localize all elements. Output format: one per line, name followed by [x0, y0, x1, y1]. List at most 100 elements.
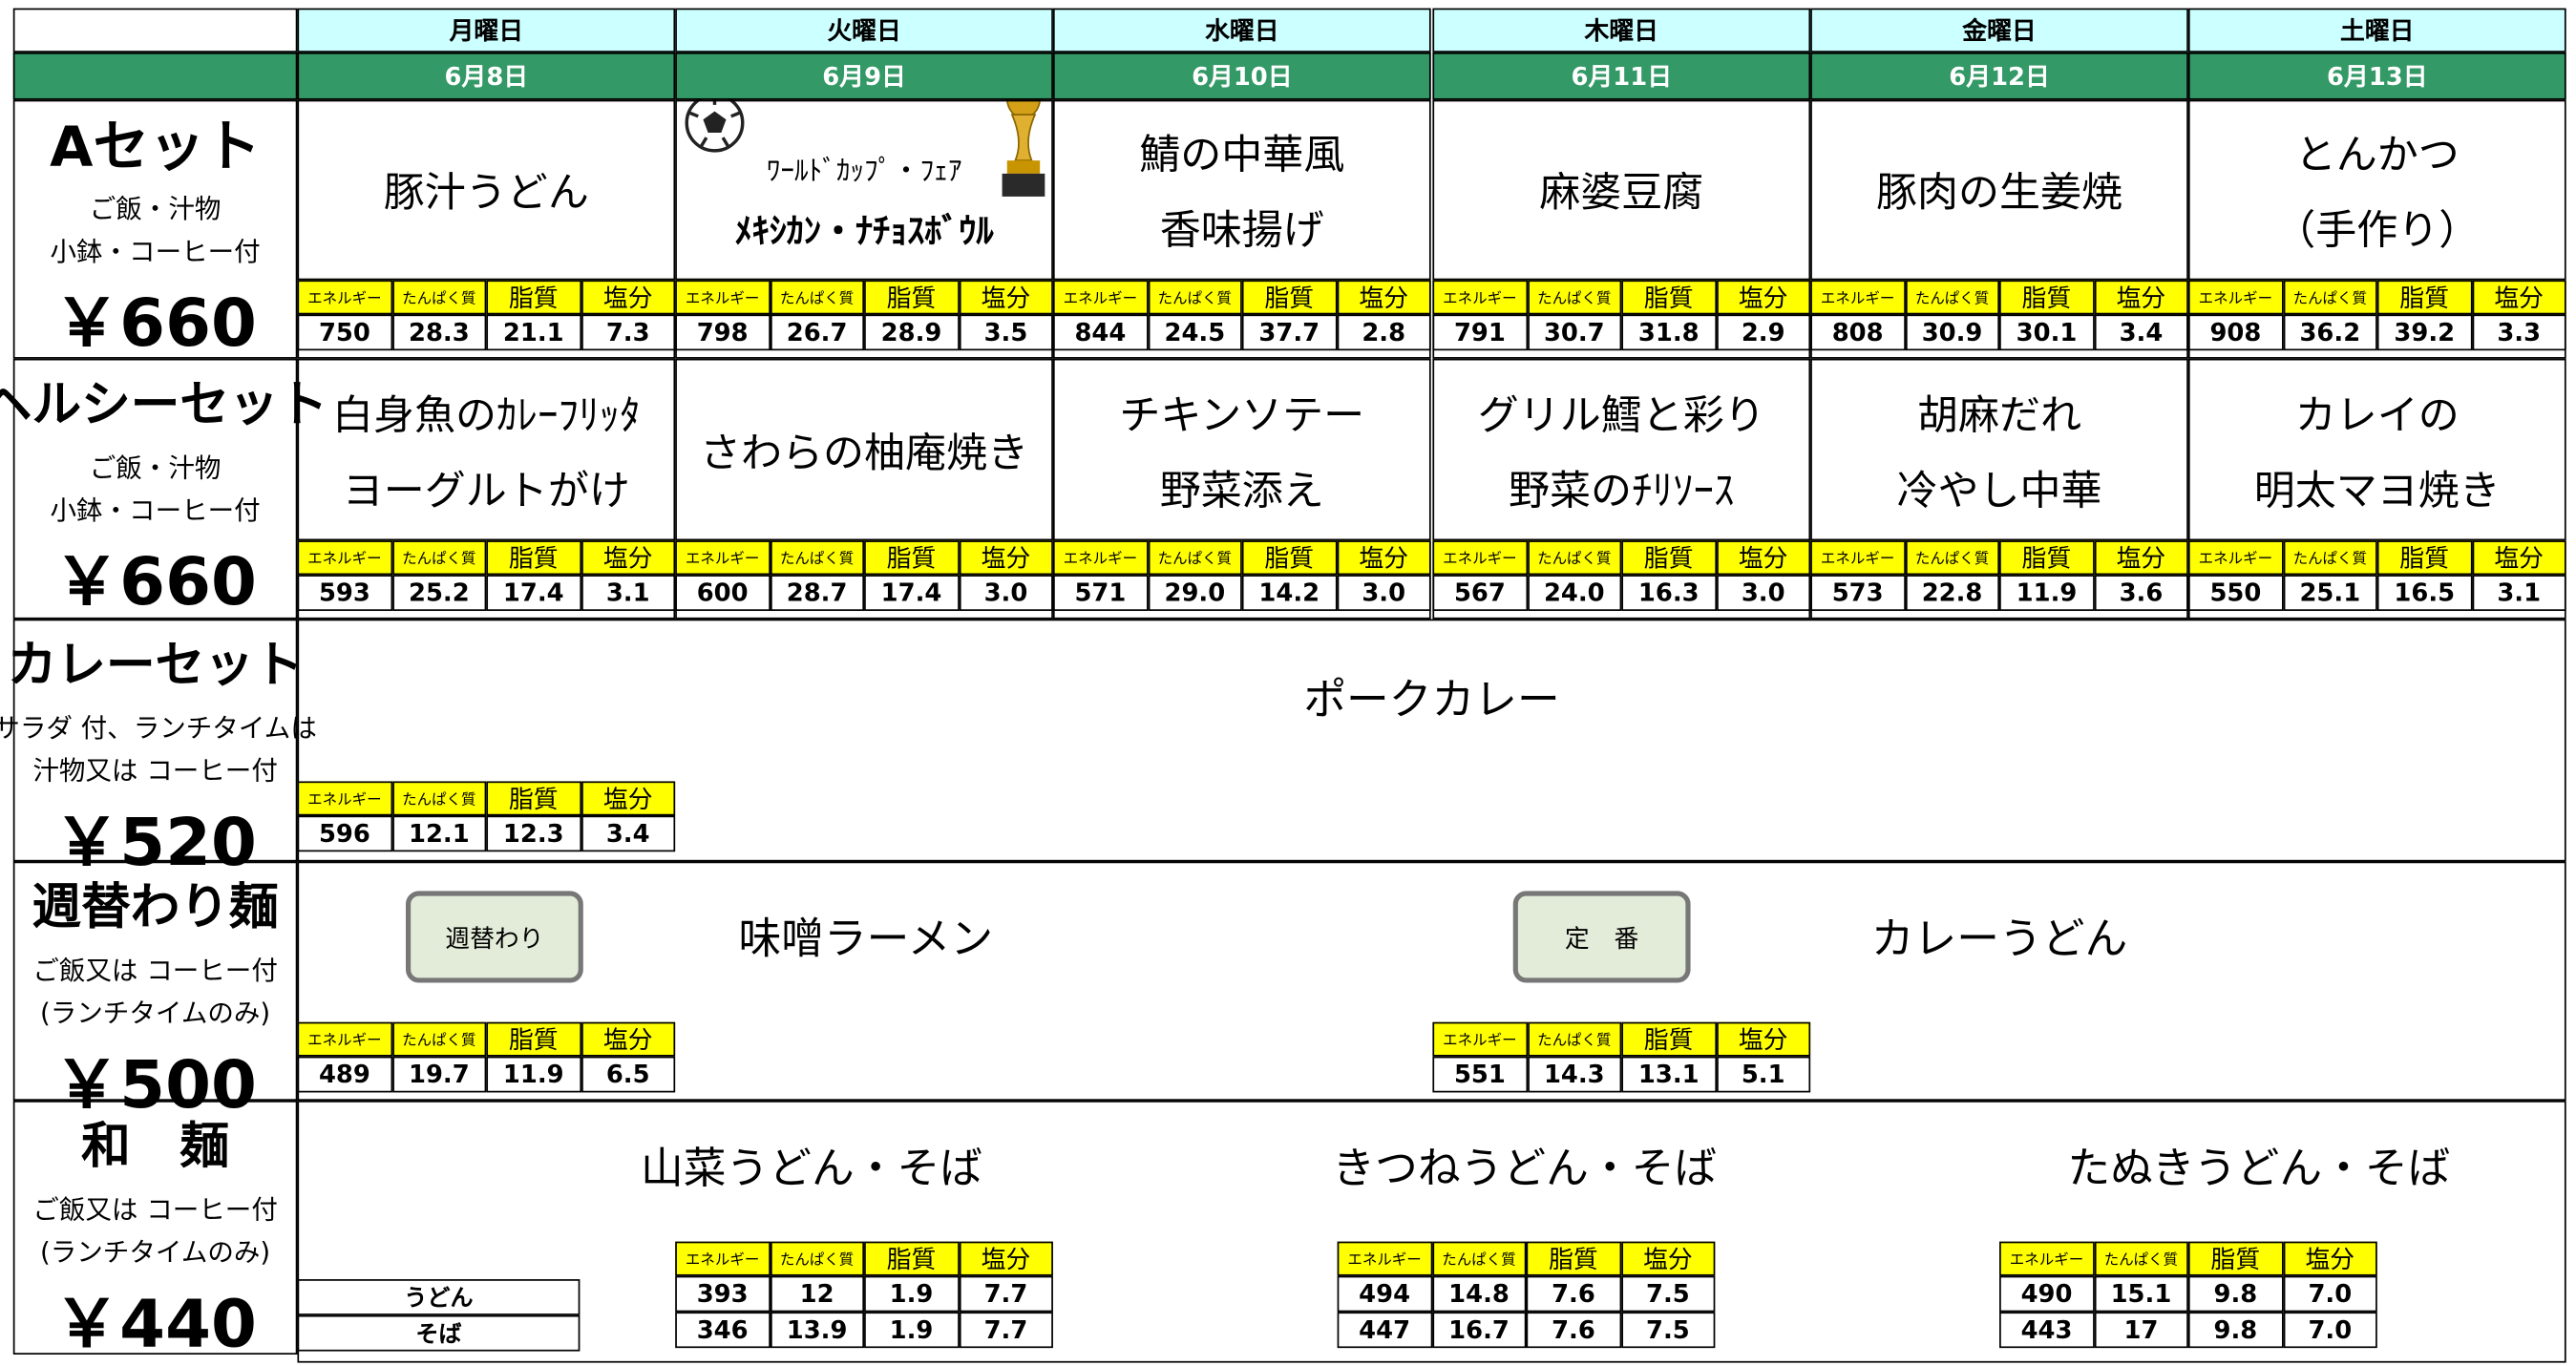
nutrition-value: 3.0 [1716, 575, 1811, 612]
nutrition-value: 494 [1337, 1275, 1432, 1313]
nutrition-label: 脂質 [1999, 540, 2094, 576]
nutrition-value: 7.3 [581, 314, 676, 351]
nutrition-value: 3.1 [2471, 575, 2566, 612]
nutrition-value: 5.1 [1716, 1056, 1811, 1093]
dish-name: たぬきうどん・そば [2067, 1144, 2451, 1193]
dish-cell: とんかつ （手作り） [2187, 99, 2566, 281]
nutrition-value: 24.5 [1147, 314, 1242, 351]
nutrition-label: 脂質 [486, 1021, 581, 1057]
badge: 週替わり [406, 891, 583, 983]
nutrition-label: たんぱく質 [1527, 280, 1622, 315]
nutrition-value: 3.1 [581, 575, 676, 612]
nutrition-label: たんぱく質 [2282, 540, 2377, 576]
dish-name: ポークカレー [1303, 675, 1560, 725]
section-title: 和 麺 [81, 1118, 230, 1176]
nutrition-label: 脂質 [1999, 280, 2094, 315]
nutrition-label: 脂質 [1621, 1021, 1717, 1057]
nutrition-label: エネルギー [1337, 1241, 1432, 1276]
dish-name: 麻婆豆腐 [1539, 168, 1704, 217]
nutrition-label: エネルギー [1052, 540, 1148, 576]
nutrition-value: 17 [2093, 1312, 2188, 1349]
nutrition-value: 26.7 [770, 314, 865, 351]
nutrition-label: たんぱく質 [1431, 1241, 1527, 1276]
nutrition-value: 12.1 [391, 815, 487, 852]
badge: 定 番 [1512, 891, 1691, 983]
curry-area [297, 619, 2566, 862]
nutrition-value: 22.8 [1905, 575, 2000, 612]
nutrition-value: 28.3 [391, 314, 487, 351]
nutrition-value: 393 [675, 1275, 771, 1313]
nutrition-value: 11.9 [1999, 575, 2094, 612]
nutrition-label: エネルギー [1432, 280, 1528, 315]
nutrition-label: 塩分 [959, 540, 1053, 576]
nutrition-label: エネルギー [1999, 1241, 2094, 1276]
nutrition-value: 11.9 [486, 1056, 581, 1093]
section-note: ご飯又は コーヒー付 [32, 1193, 278, 1226]
nutrition-label: 塩分 [1716, 540, 1811, 576]
nutrition-value: 346 [675, 1312, 771, 1349]
dish-name: 香味揚げ [1159, 206, 1324, 254]
nutrition-label: たんぱく質 [391, 280, 487, 315]
dish-name: カレイの [2294, 390, 2460, 438]
section-title: Aセット [50, 114, 261, 179]
day-date: 6月11日 [1432, 52, 1811, 100]
dish-name: さわらの柚庵焼き [699, 428, 1029, 476]
nutrition-value: 3.0 [959, 575, 1053, 612]
nutrition-label: 塩分 [1336, 540, 1431, 576]
dish-name: ﾒｷｼｶﾝ・ﾅﾁｮｽﾎﾞｳﾙ [734, 210, 994, 250]
dish-name: チキンソテー [1119, 390, 1365, 438]
nutrition-value: 596 [297, 815, 392, 852]
dish-name: ヨーグルトがけ [342, 466, 630, 514]
nutrition-label: エネルギー [297, 1021, 392, 1057]
nutrition-value: 28.9 [864, 314, 960, 351]
nutrition-label: たんぱく質 [1147, 280, 1242, 315]
nutrition-label: エネルギー [1052, 280, 1148, 315]
section-price: ￥660 [53, 286, 257, 363]
section-price: ￥660 [53, 545, 257, 621]
nutrition-label: 塩分 [581, 280, 676, 315]
nutrition-label: 塩分 [581, 1021, 676, 1057]
nutrition-label: エネルギー [1810, 540, 1906, 576]
nutrition-value: 12.3 [486, 815, 581, 852]
nutrition-value: 2.9 [1716, 314, 1811, 351]
nutrition-label: たんぱく質 [391, 1021, 487, 1057]
nutrition-value: 30.9 [1905, 314, 2000, 351]
dish-name: 明太マヨ焼き [2253, 466, 2501, 514]
day-name: 月曜日 [297, 8, 676, 53]
nutrition-value: 30.7 [1527, 314, 1622, 351]
nutrition-label: たんぱく質 [1905, 280, 2000, 315]
nutrition-value: 25.1 [2282, 575, 2377, 612]
nutrition-label: たんぱく質 [1147, 540, 1242, 576]
dish-name: きつねうどん・そば [1332, 1144, 1718, 1193]
nutrition-label: たんぱく質 [770, 540, 865, 576]
nutrition-label: 塩分 [581, 781, 676, 816]
nutrition-label: たんぱく質 [770, 280, 865, 315]
row-label: そば [297, 1314, 581, 1352]
nutrition-label: たんぱく質 [1527, 1021, 1622, 1057]
nutrition-value: 16.7 [1431, 1312, 1527, 1349]
section-cell [12, 619, 298, 862]
dish-cell: ﾜｰﾙﾄﾞｶｯﾌﾟ・ﾌｪｱ ﾒｷｼｶﾝ・ﾅﾁｮｽﾎﾞｳﾙ [675, 99, 1053, 281]
nutrition-value: 3.3 [2471, 314, 2566, 351]
section-cell [12, 861, 298, 1102]
row-label: うどん [297, 1279, 581, 1315]
nutrition-value: 7.6 [1526, 1275, 1621, 1313]
nutrition-label: エネルギー [1432, 1021, 1528, 1057]
nutrition-value: 29.0 [1147, 575, 1242, 612]
section-cell [12, 1101, 298, 1355]
nutrition-value: 9.8 [2187, 1312, 2283, 1349]
nutrition-value: 573 [1810, 575, 1906, 612]
nutrition-value: 13.1 [1621, 1056, 1717, 1093]
nutrition-label: エネルギー [675, 540, 771, 576]
nutrition-label: たんぱく質 [770, 1241, 865, 1276]
nutrition-value: 7.0 [2282, 1312, 2377, 1349]
dish-cell: 豚汁うどん [297, 99, 676, 281]
dish-name: カレーうどん [1870, 914, 2128, 964]
nutrition-value: 12 [770, 1275, 865, 1313]
dish-cell: さわらの柚庵焼き [675, 358, 1053, 541]
section-note: ご飯・汁物 [89, 452, 222, 484]
nutrition-value: 447 [1337, 1312, 1432, 1349]
nutrition-label: 脂質 [486, 540, 581, 576]
nutrition-value: 7.7 [959, 1312, 1053, 1349]
nutrition-label: エネルギー [675, 280, 771, 315]
